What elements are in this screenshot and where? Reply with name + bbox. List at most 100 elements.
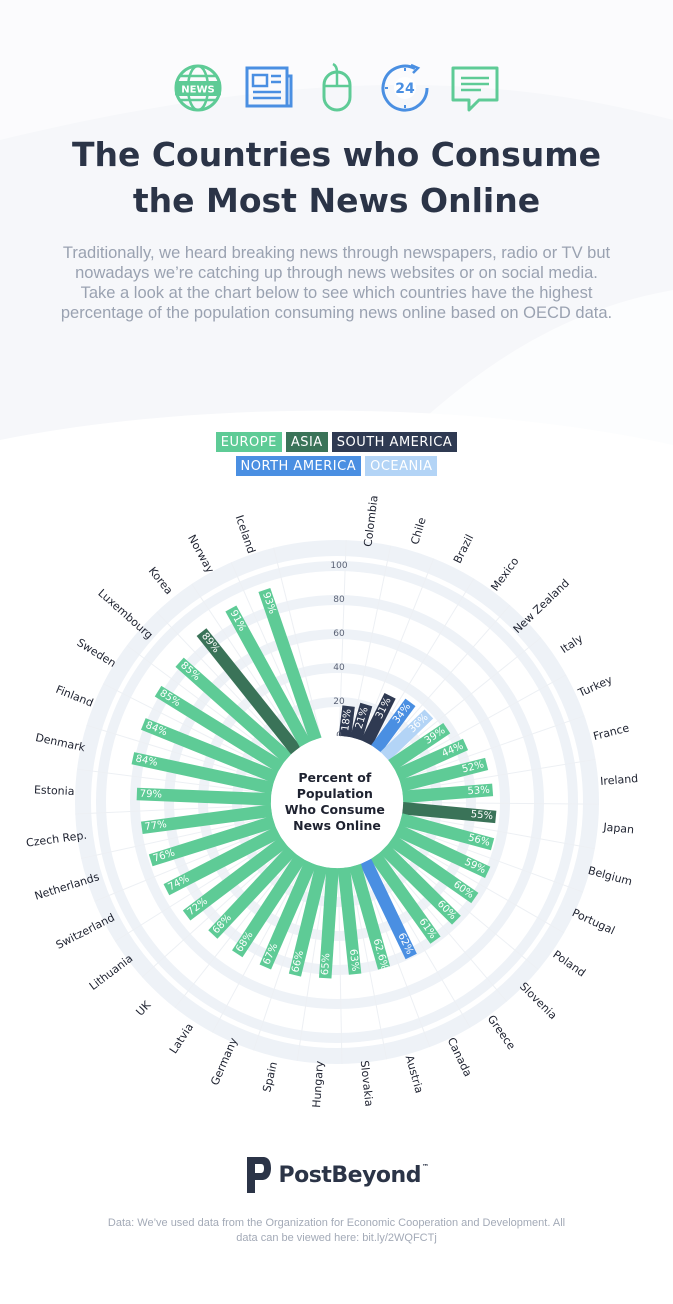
spoke bbox=[94, 826, 277, 902]
legend-europe: EUROPE bbox=[215, 432, 282, 452]
spoke bbox=[394, 674, 567, 771]
chart-category-label: Belgium bbox=[587, 864, 634, 888]
spoke bbox=[402, 758, 596, 792]
chart-category-label: UK bbox=[134, 998, 154, 1019]
chart-category-label: Spain bbox=[260, 1061, 280, 1094]
chart-bar-group bbox=[258, 587, 322, 742]
chart-tick-label: 0 bbox=[336, 731, 342, 741]
chart-bar-group bbox=[163, 826, 282, 896]
chart-category-label: Austria bbox=[403, 1054, 426, 1095]
chart-bar-group bbox=[394, 738, 469, 781]
spoke bbox=[174, 853, 297, 1009]
chart-bar-group bbox=[394, 824, 491, 879]
brand: PostBeyond™ bbox=[0, 1155, 673, 1200]
chart-category-label: Hungary bbox=[310, 1060, 326, 1108]
brand-name-text: PostBeyond bbox=[278, 1162, 422, 1188]
chart-bar-group bbox=[140, 718, 279, 784]
chart-category-label: Lithuania bbox=[87, 952, 136, 993]
chart-category-label: Portugal bbox=[570, 906, 617, 937]
chart-category-label: Latvia bbox=[167, 1021, 196, 1056]
chart-category-label: Sweden bbox=[75, 636, 119, 670]
chart-bar-group bbox=[131, 752, 274, 795]
chart-bar-group bbox=[387, 834, 479, 904]
chart-bar bbox=[348, 863, 391, 970]
grid-ring bbox=[96, 561, 578, 1043]
chart-bar bbox=[371, 698, 416, 753]
chart-bar bbox=[136, 787, 272, 806]
chart-bar-group bbox=[208, 845, 297, 939]
mouse-icon bbox=[322, 62, 352, 112]
chart-category-label: Chile bbox=[408, 516, 428, 546]
chart-tick-label: 20 bbox=[333, 697, 345, 707]
chart-category-label: Switzerland bbox=[54, 911, 117, 952]
chart-bar-group bbox=[348, 863, 391, 970]
spoke bbox=[75, 804, 272, 815]
spoke bbox=[402, 802, 599, 805]
chart-tick-label: 60 bbox=[333, 629, 345, 639]
chart-category-label: Luxembourg bbox=[95, 586, 155, 641]
intro-text: Traditionally, we heard breaking news th… bbox=[60, 244, 613, 322]
chart-bar-group bbox=[232, 853, 306, 958]
chart-bar-group bbox=[402, 801, 497, 824]
spoke bbox=[156, 611, 292, 755]
news-globe-icon: NEWS bbox=[174, 64, 222, 112]
chart-grid bbox=[75, 540, 599, 1064]
spoke bbox=[371, 578, 475, 746]
chart-bar bbox=[208, 845, 297, 939]
header-icons: NEWS 24 bbox=[0, 62, 673, 118]
legend-north-america: NORTH AMERICA bbox=[235, 456, 362, 476]
chart-bar-group bbox=[370, 852, 441, 944]
chart-bar bbox=[399, 813, 495, 851]
chart-bar-group bbox=[337, 866, 362, 975]
chart-category-label: Denmark bbox=[34, 731, 87, 754]
chart-value-label: 65% bbox=[320, 953, 332, 976]
spoke bbox=[370, 858, 471, 1028]
legend-south-america: SOUTH AMERICA bbox=[331, 432, 458, 452]
chart-bar-group bbox=[136, 787, 272, 806]
chart-bar bbox=[402, 783, 494, 804]
chart-tick-label: 40 bbox=[333, 663, 345, 673]
chart-bar-group bbox=[182, 836, 289, 921]
spoke bbox=[230, 562, 311, 742]
chart-bar-group bbox=[148, 815, 276, 867]
chart-bar-group bbox=[318, 867, 339, 979]
chart-bar bbox=[394, 824, 491, 879]
chart-center bbox=[271, 736, 403, 868]
chart-bar bbox=[399, 757, 489, 792]
spoke bbox=[398, 824, 584, 893]
spoke bbox=[388, 637, 542, 761]
chart-bar bbox=[140, 804, 273, 835]
postbeyond-logo-icon bbox=[246, 1157, 271, 1193]
chart-bar bbox=[232, 853, 306, 958]
chart-tick-label: 100 bbox=[330, 561, 347, 571]
chart-category-label: New Zealand bbox=[511, 577, 572, 636]
spoke bbox=[393, 834, 565, 934]
chart-category-label: Brazil bbox=[451, 532, 476, 565]
chart-bar bbox=[175, 657, 292, 763]
chart-bar-group bbox=[399, 757, 489, 792]
legend-asia: ASIA bbox=[285, 432, 328, 452]
chart-spokes bbox=[75, 540, 599, 1064]
chart-category-label: Slovakia bbox=[358, 1060, 376, 1107]
chart-bar-group bbox=[225, 605, 311, 748]
chart-bar bbox=[196, 628, 301, 755]
chart-bar bbox=[350, 702, 373, 741]
chart-category-label: Canada bbox=[445, 1035, 475, 1078]
grid-ring bbox=[164, 629, 510, 975]
chart-bar bbox=[225, 605, 311, 748]
chart-bar bbox=[402, 801, 497, 824]
spoke bbox=[387, 843, 539, 970]
center-label-line-1: Percent of bbox=[298, 770, 372, 785]
chart-bars bbox=[131, 587, 497, 979]
clock-24-icon: 24 bbox=[381, 63, 429, 112]
chart-bar-group bbox=[154, 685, 285, 773]
chart-category-label: Estonia bbox=[34, 783, 75, 798]
legend-oceania: OCEANIA bbox=[365, 456, 438, 476]
clock-24-label: 24 bbox=[395, 81, 415, 97]
chart-bar bbox=[318, 867, 339, 979]
chart-category-label: Mexico bbox=[488, 555, 521, 594]
chart-bar-group bbox=[288, 864, 328, 977]
center-label-line-2: Population bbox=[297, 786, 373, 801]
chart-bar bbox=[148, 815, 276, 867]
chart-bar bbox=[182, 836, 289, 921]
